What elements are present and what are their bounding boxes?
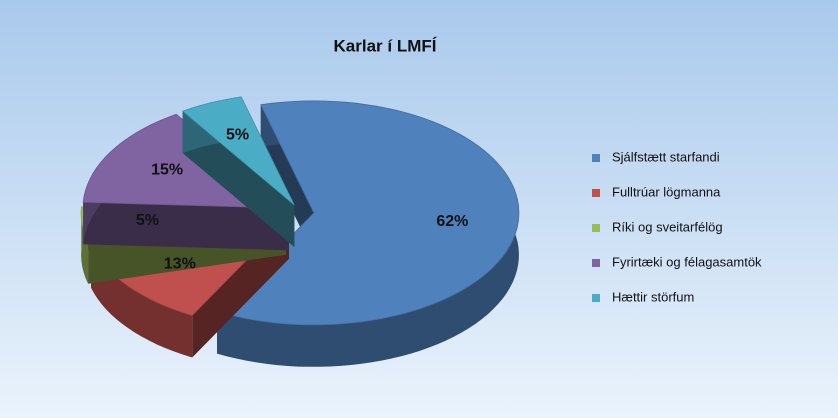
slice <box>216 100 520 367</box>
slice <box>181 96 295 247</box>
legend-marker <box>592 294 600 302</box>
data-label: 5% <box>136 212 159 229</box>
legend-label: Fyrirtæki og félagasamtök <box>612 254 762 269</box>
data-label: 15% <box>151 161 183 178</box>
slice-edge <box>182 111 295 247</box>
slice-side <box>81 206 89 284</box>
data-label: 13% <box>164 255 196 272</box>
legend-marker <box>592 189 600 197</box>
legend-marker <box>592 224 600 232</box>
slice-side <box>91 245 193 358</box>
slice-top <box>181 96 295 206</box>
legend-label: Ríki og sveitarfélög <box>612 219 723 234</box>
legend-label: Fulltrúar lögmanna <box>612 184 721 199</box>
slice-edge <box>83 202 288 251</box>
legend-marker <box>592 154 600 162</box>
chart-title: Karlar í LMFÍ <box>334 36 438 55</box>
legend-label: Sjálfstætt starfandi <box>612 149 720 164</box>
legend-label: Hættir störfum <box>612 289 694 304</box>
data-label: 5% <box>226 127 249 144</box>
legend-marker <box>592 259 600 267</box>
slice-top <box>216 100 520 326</box>
data-label: 62% <box>436 213 468 230</box>
